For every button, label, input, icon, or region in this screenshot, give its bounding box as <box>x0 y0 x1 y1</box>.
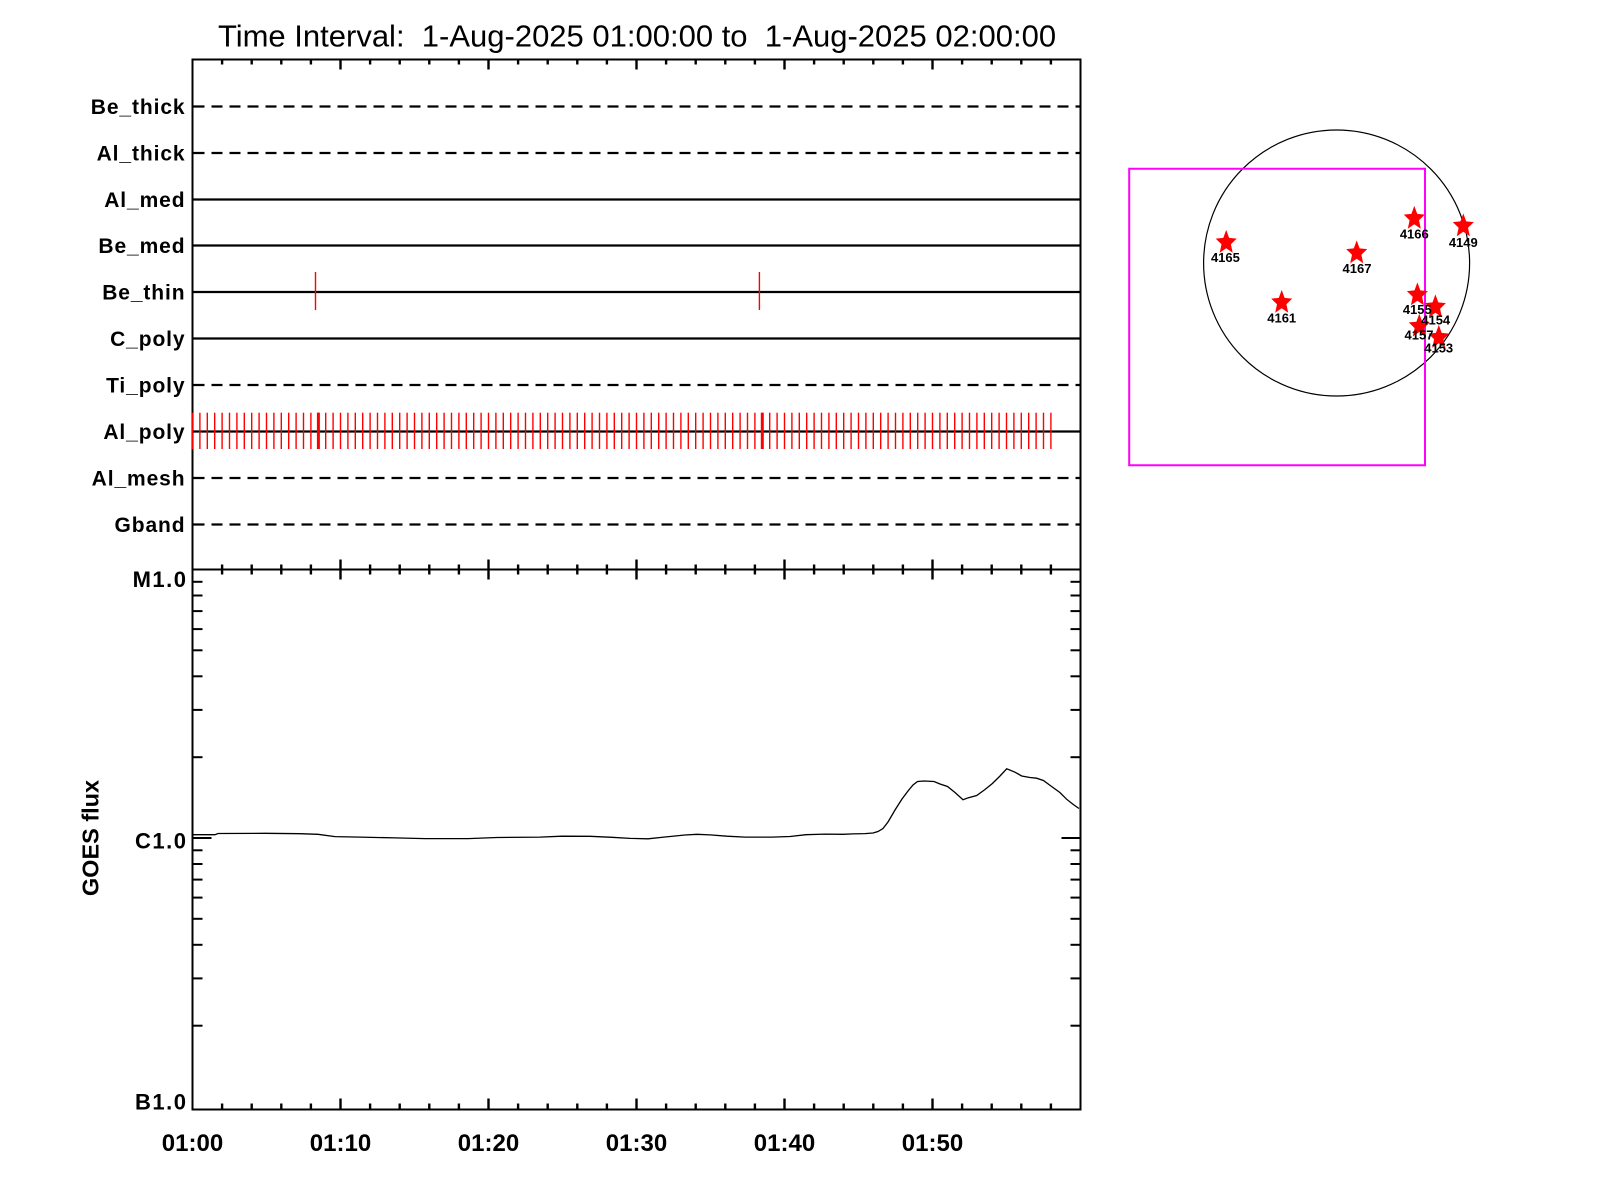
svg-text:C1.0: C1.0 <box>135 829 187 854</box>
svg-text:Time Interval: 1-Aug-2025 01:: Time Interval: 1-Aug-2025 01:00:00 to 1-… <box>218 19 1056 54</box>
svg-text:Al_poly: Al_poly <box>103 421 185 444</box>
svg-text:01:40: 01:40 <box>754 1130 815 1157</box>
svg-text:Be_thin: Be_thin <box>102 282 185 305</box>
svg-text:4155: 4155 <box>1403 302 1432 317</box>
svg-text:Al_med: Al_med <box>104 189 185 212</box>
svg-text:4153: 4153 <box>1424 340 1453 355</box>
svg-text:Gband: Gband <box>115 514 186 537</box>
svg-text:4167: 4167 <box>1343 261 1372 276</box>
svg-text:4154: 4154 <box>1421 313 1451 328</box>
svg-text:C_poly: C_poly <box>110 328 185 351</box>
svg-text:4165: 4165 <box>1211 250 1240 265</box>
svg-text:01:50: 01:50 <box>902 1130 963 1157</box>
svg-text:Al_thick: Al_thick <box>97 143 186 166</box>
svg-text:Al_mesh: Al_mesh <box>92 468 186 491</box>
svg-text:M1.0: M1.0 <box>133 567 188 592</box>
svg-text:01:30: 01:30 <box>606 1130 667 1157</box>
svg-text:B1.0: B1.0 <box>135 1090 187 1115</box>
svg-text:Be_thick: Be_thick <box>91 96 186 119</box>
svg-text:4157: 4157 <box>1405 327 1434 342</box>
svg-text:4149: 4149 <box>1449 235 1478 250</box>
svg-text:GOES flux: GOES flux <box>78 780 104 896</box>
svg-text:4161: 4161 <box>1267 310 1296 325</box>
svg-text:01:10: 01:10 <box>310 1130 371 1157</box>
svg-text:01:00: 01:00 <box>162 1130 223 1157</box>
svg-text:Ti_poly: Ti_poly <box>106 375 185 398</box>
svg-text:01:20: 01:20 <box>458 1130 519 1157</box>
svg-text:Be_med: Be_med <box>98 235 185 258</box>
svg-text:4166: 4166 <box>1400 227 1429 242</box>
